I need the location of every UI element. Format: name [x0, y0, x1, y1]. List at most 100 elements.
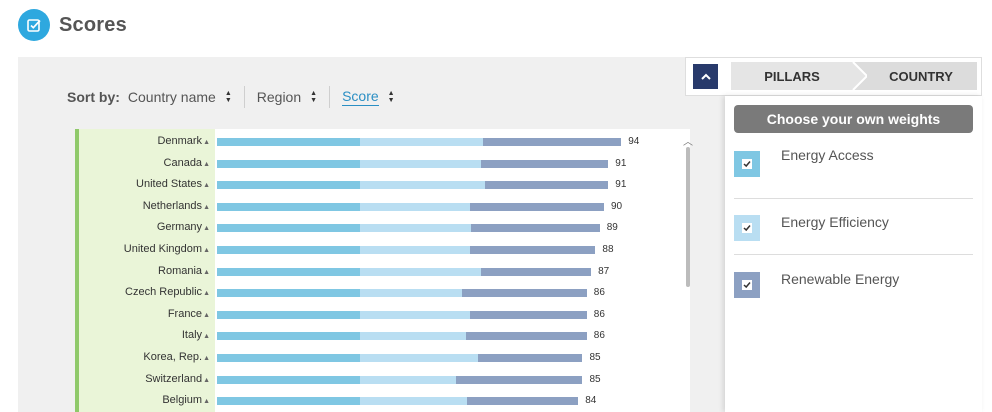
bar-segment-energy-efficiency[interactable] — [360, 310, 470, 319]
category-label: Netherlands▲ — [142, 199, 210, 212]
divider — [734, 254, 973, 255]
bar-segment-energy-efficiency[interactable] — [360, 354, 478, 362]
chart-row[interactable]: Romania▲ 87 — [75, 261, 690, 283]
category-label: France▲ — [167, 307, 210, 320]
page-header: Scores — [18, 8, 127, 42]
chart-row[interactable]: Switzerland▲ 85 — [75, 369, 690, 391]
chart-row[interactable]: Canada▲ 91 — [75, 153, 690, 175]
bar-segment-energy-access[interactable] — [217, 224, 361, 233]
score-label: 86 — [593, 287, 605, 299]
sort-arrows-icon: ▲ ▼ — [387, 90, 395, 104]
bar-segment-renewable-energy[interactable] — [469, 202, 604, 211]
bar-segment-energy-access[interactable] — [217, 181, 361, 190]
tab-pillars[interactable]: PILLARS — [731, 62, 853, 90]
chart-row[interactable]: United Kingdom▲ 88 — [75, 239, 690, 261]
category-label: Denmark▲ — [157, 135, 210, 147]
checkbox-renewable-energy[interactable] — [734, 272, 760, 298]
region-marker-icon: ▲ — [203, 247, 210, 254]
bar-segment-energy-efficiency[interactable] — [360, 181, 485, 190]
sort-by-region[interactable]: Region ▲ ▼ — [256, 89, 318, 105]
bar-segment-renewable-energy[interactable] — [484, 181, 609, 190]
region-marker-icon: ▲ — [203, 398, 210, 406]
bar-segment-renewable-energy[interactable] — [455, 375, 583, 384]
sort-divider — [329, 86, 331, 108]
check-icon — [742, 223, 752, 233]
chart-row[interactable]: Belgium▲ 84 — [75, 390, 690, 412]
bar-segment-renewable-energy[interactable] — [481, 267, 592, 276]
sort-label: Sort by: — [67, 89, 120, 105]
sort-bar: Sort by: Country name ▲ ▼ Region ▲ ▼ Score… — [67, 86, 395, 108]
collapse-button[interactable] — [693, 64, 718, 89]
chart-row[interactable]: Denmark▲ 94 — [75, 131, 690, 153]
bar-segment-energy-efficiency[interactable] — [360, 375, 456, 384]
bar-segment-renewable-energy[interactable] — [466, 397, 579, 406]
chart-scrollbar[interactable] — [686, 147, 690, 287]
bar-segment-renewable-energy[interactable] — [465, 332, 587, 341]
region-marker-icon: ▲ — [203, 225, 210, 233]
check-icon — [742, 159, 752, 169]
pillar-renewable-energy[interactable]: Renewable Energy — [734, 256, 973, 312]
scroll-up-icon[interactable]: ︿ — [683, 137, 693, 148]
bar-segment-energy-access[interactable] — [217, 332, 361, 341]
checkbox-energy-efficiency[interactable] — [734, 215, 760, 241]
check-icon — [742, 280, 752, 290]
category-label: Switzerland▲ — [145, 372, 210, 385]
bar-segment-energy-efficiency[interactable] — [360, 138, 484, 146]
bar-segment-renewable-energy[interactable] — [470, 224, 600, 233]
score-label: 87 — [598, 265, 610, 277]
checkbox-energy-access[interactable] — [734, 151, 760, 177]
bar-segment-renewable-energy[interactable] — [478, 354, 583, 362]
bar-segment-energy-access[interactable] — [217, 375, 361, 384]
bar-segment-energy-access[interactable] — [217, 138, 361, 146]
region-marker-icon: ▲ — [203, 268, 210, 276]
sort-divider — [243, 86, 245, 108]
bar-segment-renewable-energy[interactable] — [481, 159, 609, 168]
bar-segment-energy-access[interactable] — [217, 289, 361, 298]
bar-segment-energy-access[interactable] — [217, 397, 361, 406]
chart-row[interactable]: Czech Republic▲ 86 — [75, 282, 690, 304]
score-label: 85 — [589, 373, 601, 385]
tab-country[interactable]: COUNTRY — [853, 62, 977, 90]
bar-segment-renewable-energy[interactable] — [461, 289, 587, 298]
chart-row[interactable]: Korea, Rep.▲ 85 — [75, 347, 690, 369]
score-label: 88 — [602, 244, 614, 255]
score-label: 84 — [585, 395, 597, 407]
category-label: Romania▲ — [158, 264, 210, 277]
bar-segment-energy-efficiency[interactable] — [360, 246, 470, 254]
chart-row[interactable]: Netherlands▲ 90 — [75, 196, 690, 218]
bar-segment-energy-efficiency[interactable] — [360, 397, 467, 406]
bar-segment-renewable-energy[interactable] — [483, 138, 622, 146]
category-label: United States▲ — [136, 178, 210, 191]
bar-segment-energy-access[interactable] — [217, 202, 361, 211]
chart-row[interactable]: United States▲ 91 — [75, 174, 690, 196]
pillar-energy-efficiency[interactable]: Energy Efficiency — [734, 199, 973, 255]
score-label: 85 — [589, 352, 601, 363]
choose-weights-button[interactable]: Choose your own weights — [734, 105, 973, 133]
bar-segment-energy-access[interactable] — [217, 159, 361, 168]
score-label: 94 — [628, 136, 640, 147]
chart-row[interactable]: France▲ 86 — [75, 304, 690, 326]
sort-arrows-icon: ▲ ▼ — [310, 90, 318, 104]
bar-segment-energy-access[interactable] — [217, 267, 361, 276]
bar-segment-energy-access[interactable] — [217, 310, 361, 319]
category-label: Belgium▲ — [162, 394, 210, 407]
category-label: Italy▲ — [181, 329, 210, 342]
chart-row[interactable]: Germany▲ 89 — [75, 217, 690, 239]
sort-by-score[interactable]: Score ▲ ▼ — [342, 88, 395, 106]
chart-row[interactable]: Italy▲ 86 — [75, 325, 690, 347]
bar-segment-renewable-energy[interactable] — [469, 310, 587, 319]
bar-segment-energy-efficiency[interactable] — [360, 289, 462, 298]
bar-segment-energy-efficiency[interactable] — [360, 267, 482, 276]
sort-by-country-name[interactable]: Country name ▲ ▼ — [127, 89, 232, 105]
bar-segment-energy-efficiency[interactable] — [360, 332, 466, 341]
score-label: 91 — [615, 157, 627, 169]
checkbox-square-icon — [18, 9, 50, 41]
category-label: Germany▲ — [156, 221, 210, 234]
bar-segment-energy-access[interactable] — [217, 354, 361, 362]
bar-segment-energy-efficiency[interactable] — [360, 202, 470, 211]
bar-segment-energy-efficiency[interactable] — [360, 224, 471, 233]
pillar-energy-access[interactable]: Energy Access — [734, 143, 973, 199]
bar-segment-energy-efficiency[interactable] — [360, 159, 482, 168]
bar-segment-renewable-energy[interactable] — [469, 246, 596, 254]
bar-segment-energy-access[interactable] — [217, 246, 361, 254]
